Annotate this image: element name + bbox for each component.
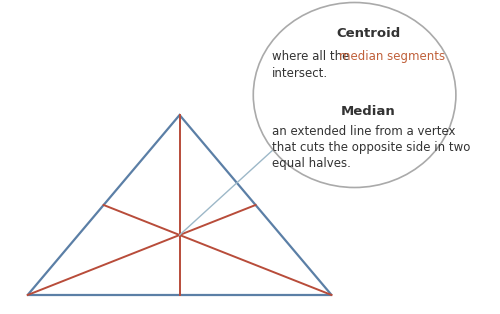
Text: median segments: median segments	[338, 50, 445, 63]
Text: an extended line from a vertex: an extended line from a vertex	[272, 125, 455, 138]
Text: Median: Median	[341, 105, 396, 118]
Text: intersect.: intersect.	[272, 67, 328, 80]
Text: that cuts the opposite side in two: that cuts the opposite side in two	[272, 141, 470, 154]
Text: where all the: where all the	[272, 50, 353, 63]
Ellipse shape	[254, 3, 456, 187]
Text: equal halves.: equal halves.	[272, 157, 350, 170]
Text: Centroid: Centroid	[336, 27, 400, 40]
